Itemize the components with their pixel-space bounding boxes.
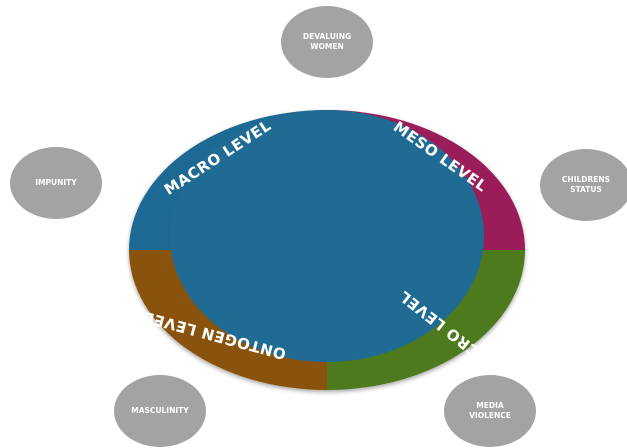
factor: DEVALUING WOMEN (281, 6, 373, 78)
factor-label: MASCULINITY (131, 406, 189, 415)
factor-bubble (114, 375, 206, 447)
factor: MEDIA VIOLENCE (444, 375, 536, 447)
factor-label: CHILDRENS (562, 175, 610, 184)
factor-label: IMPUNITY (35, 178, 77, 187)
factor-label: STATUS (570, 185, 602, 194)
factor-label: VIOLENCE (469, 411, 511, 420)
factor-bubble (540, 149, 627, 221)
factor-bubble (281, 6, 373, 78)
factor-bubble (10, 147, 102, 219)
factor-bubble (444, 375, 536, 447)
factor-label: MEDIA (476, 401, 504, 410)
factor-label: DEVALUING (303, 32, 351, 41)
factor: CHILDRENS STATUS (540, 149, 627, 221)
factor-label: WOMEN (310, 42, 344, 51)
factor: IMPUNITY (10, 147, 102, 219)
factor: MASCULINITY (114, 375, 206, 447)
inner-circle (170, 110, 484, 362)
